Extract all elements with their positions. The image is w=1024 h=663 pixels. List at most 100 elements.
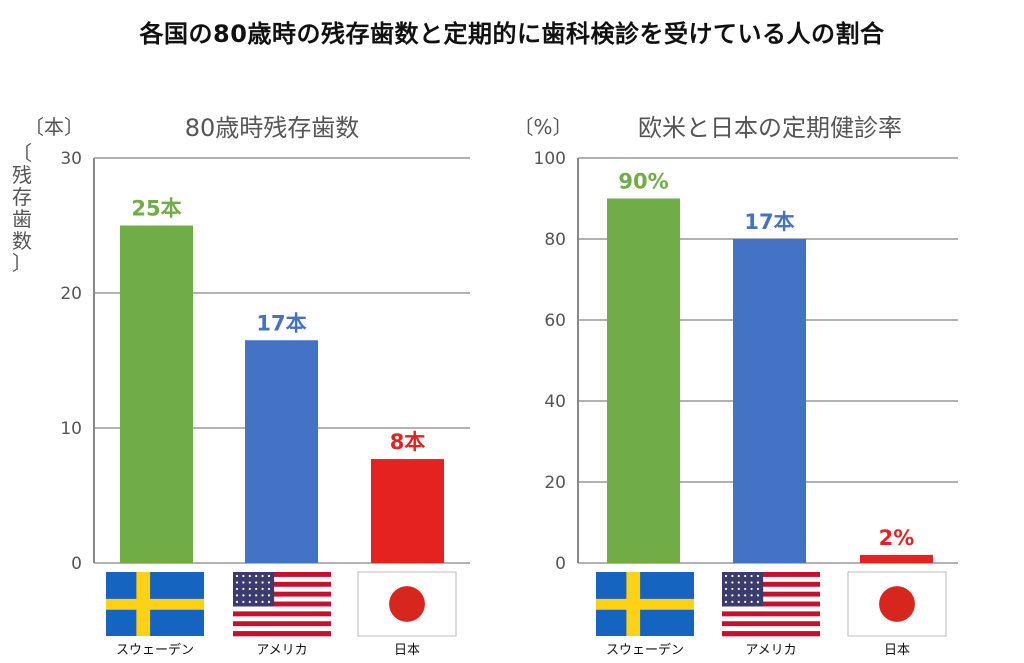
- us-flag-star: [242, 594, 245, 597]
- data-label: 8本: [390, 430, 426, 454]
- us-flag-star: [750, 581, 753, 584]
- y-tick-label: 0: [71, 554, 82, 574]
- y-axis-label-char: 〔: [12, 141, 32, 165]
- us-flag-canton: [722, 572, 764, 607]
- us-flag-star: [731, 574, 734, 578]
- us-flag-stripe: [233, 621, 331, 627]
- us-flag-star: [235, 600, 239, 603]
- us-flag-star: [731, 581, 734, 584]
- us-flag-star: [267, 587, 271, 591]
- us-flag-star: [248, 600, 251, 603]
- us-flag-stripe: [722, 581, 820, 588]
- us-flag-star: [750, 594, 753, 597]
- page-title: 各国の80歳時の残存歯数と定期的に歯科検診を受けている人の割合: [139, 20, 885, 48]
- us-flag-star: [248, 574, 251, 578]
- us-flag-star: [744, 600, 747, 603]
- us-flag-stripe: [722, 606, 820, 612]
- us-flag-star: [242, 600, 245, 603]
- y-axis-label-char: 残: [12, 163, 32, 187]
- us-flag-stripe: [233, 626, 331, 632]
- y-axis-label-char: 存: [12, 185, 32, 209]
- us-flag-star: [255, 600, 258, 603]
- y-axis-label: 〔残存歯数〕: [12, 141, 32, 275]
- us-flag-star: [744, 581, 747, 584]
- us-flag-stripe: [233, 591, 331, 597]
- data-label: 90%: [618, 170, 668, 194]
- us-flag-stripe: [722, 576, 820, 583]
- us-flag-star: [261, 587, 264, 591]
- us-flag-star: [255, 594, 258, 597]
- us-flag-star: [756, 574, 760, 578]
- y-tick-label: 40: [544, 392, 566, 412]
- us-flag-stripe: [233, 581, 331, 588]
- us-flag-star: [724, 587, 728, 591]
- us-flag-stripe: [233, 572, 331, 578]
- y-tick-label: 80: [544, 230, 566, 250]
- us-flag-stripe: [233, 576, 331, 583]
- us-flag-stripe: [722, 586, 820, 592]
- us-flag-star: [724, 581, 728, 584]
- us-flag-stripe: [233, 601, 331, 607]
- y-tick-label: 10: [60, 419, 82, 439]
- y-tick-label: 60: [544, 311, 566, 331]
- sweden-flag-cross-h: [106, 598, 204, 610]
- category-label: スウェーデン: [116, 642, 194, 658]
- category-label: スウェーデン: [606, 642, 684, 658]
- chart-title: 80歳時残存歯数: [185, 114, 360, 142]
- us-flag-star: [737, 587, 740, 591]
- sweden-flag-cross-h: [596, 598, 694, 610]
- us-flag-stripe: [722, 626, 820, 632]
- us-flag-star: [248, 587, 251, 591]
- us-flag-star: [744, 594, 747, 597]
- us-flag-star: [242, 587, 245, 591]
- us-flag-star: [724, 594, 728, 597]
- us-flag-star: [235, 594, 239, 597]
- us-flag-stripe: [233, 606, 331, 612]
- us-flag-star: [731, 594, 734, 597]
- us-flag-star: [750, 574, 753, 578]
- us-flag-stripe: [233, 631, 331, 637]
- us-flag-star: [267, 600, 271, 603]
- us-flag-star: [744, 574, 747, 578]
- us-flag-stripe: [722, 601, 820, 607]
- y-tick-label: 0: [555, 554, 566, 574]
- japan-flag-sun: [879, 586, 915, 622]
- category-label: アメリカ: [745, 643, 796, 658]
- us-flag-star: [255, 581, 258, 584]
- y-tick-label: 20: [60, 284, 82, 304]
- us-flag-star: [235, 587, 239, 591]
- us-flag-star: [242, 574, 245, 578]
- us-flag-star: [267, 594, 271, 597]
- us-flag-stripe: [233, 596, 331, 602]
- us-flag-star: [267, 581, 271, 584]
- us-flag-stripe: [722, 621, 820, 627]
- us-flag-star: [261, 594, 264, 597]
- us-flag-star: [737, 574, 740, 578]
- us-flag-stripe: [233, 611, 331, 617]
- us-flag-star: [261, 600, 264, 603]
- y-unit-label: 〔本〕: [24, 115, 84, 139]
- chart-title: 欧米と日本の定期健診率: [638, 114, 902, 142]
- us-flag-star: [750, 587, 753, 591]
- us-flag-star: [248, 581, 251, 584]
- us-flag-star: [255, 574, 258, 578]
- us-flag-stripe: [722, 591, 820, 597]
- us-flag-star: [261, 574, 264, 578]
- us-flag-stripe: [722, 631, 820, 637]
- us-flag-stripe: [722, 572, 820, 578]
- us-flag-star: [731, 600, 734, 603]
- y-tick-label: 100: [534, 149, 566, 169]
- chart-2: 欧米と日本の定期健診率 〔%〕 0 20 40 60 80 100 90% 17本 2% スウェーデン…: [513, 114, 958, 658]
- us-flag-stripe: [233, 616, 331, 622]
- us-flag-stripe: [722, 596, 820, 602]
- us-flag-star: [737, 581, 740, 584]
- y-axis-label-char: 〕: [12, 251, 32, 275]
- us-flag-star: [744, 587, 747, 591]
- us-flag-canton: [233, 572, 275, 607]
- data-label: 17本: [256, 311, 306, 335]
- us-flag-star: [737, 594, 740, 597]
- y-tick-label: 30: [60, 149, 82, 169]
- us-flag-star: [255, 587, 258, 591]
- y-axis-label-char: 歯: [12, 207, 32, 231]
